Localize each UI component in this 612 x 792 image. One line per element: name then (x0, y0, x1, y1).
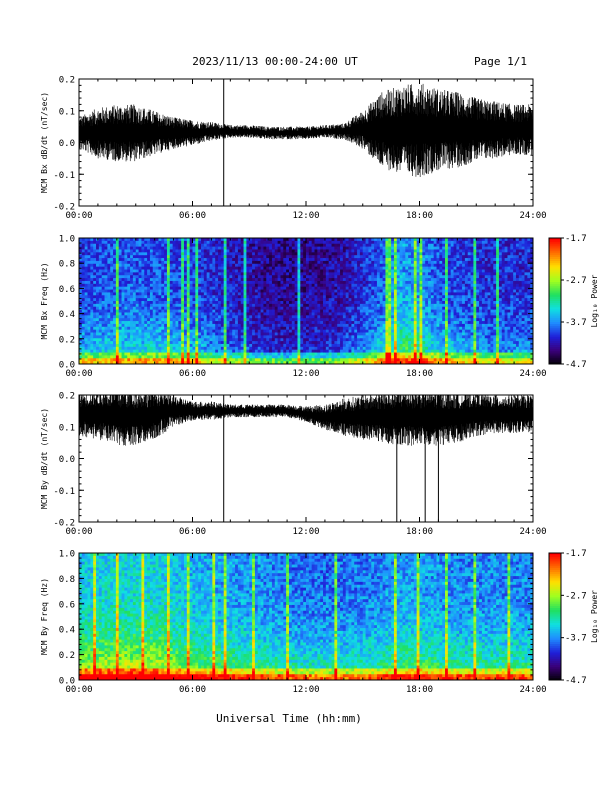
by-trace-ytick-label: 0.0 (59, 455, 75, 465)
page-indicator: Page 1/1 (474, 55, 527, 68)
bx-trace-ytick-label: -0.2 (53, 203, 75, 213)
by-spectrogram-ylabel: MCM By Freq (Hz) (40, 578, 49, 655)
by-trace-ylabel: MCM By dB/dt (nT/sec) (40, 408, 49, 509)
bx-trace-ytick-label: 0.2 (59, 76, 75, 86)
by-trace-xtick-label: 06:00 (179, 527, 206, 537)
by-spectrogram-xtick-label: 18:00 (406, 685, 433, 695)
by-trace-xtick-label: 18:00 (406, 527, 433, 537)
by-trace-series-line (78, 395, 534, 446)
bx-spectrogram-ytick-label: 0.8 (59, 260, 75, 270)
by-spectrogram-ytick-label: 1.0 (59, 550, 75, 560)
by-spectrogram-ytick-label: 0.6 (59, 600, 75, 610)
bx-spectrogram-colorbar-label: Log₁₀ Power (590, 274, 599, 327)
bx-spectrogram-axes: 1.0 0.8 0.6 0.4 0.2 0.000:00 06:00 12:00 18:00 24… (40, 235, 547, 380)
bx-spectrogram-colorbar: -1.7 -2.7 -3.7 -4.7 Log₁₀ Power (548, 234, 599, 370)
by-trace-ytick-label: -0.1 (53, 487, 75, 497)
bx-spectrogram-colorbar-tick-label: -3.7 (565, 318, 587, 328)
by-trace-xtick-label: 24:00 (519, 527, 546, 537)
bx-spectrogram-ytick-label: 0.4 (59, 310, 75, 320)
by-spectrogram-colorbar-tick-label: -1.7 (565, 549, 587, 559)
bx-trace-ytick-label: 0.1 (59, 107, 75, 117)
by-spectrogram-colorbar-frame (548, 552, 562, 681)
bx-trace-xtick-label: 18:00 (406, 211, 433, 221)
by-spectrogram-axes: 1.0 0.8 0.6 0.4 0.2 0.000:00 06:00 12:00 18:00 24… (40, 550, 547, 696)
by-trace-ytick-label: 0.1 (59, 423, 75, 433)
by-spectrogram-ytick-label: 0.0 (59, 677, 75, 687)
by-spectrogram-ytick-label: 0.8 (59, 575, 75, 585)
bx-spectrogram-xtick-label: 18:00 (406, 369, 433, 379)
by-trace-ytick-label: -0.2 (53, 519, 75, 529)
bx-spectrogram-colorbar-tick-label: -2.7 (565, 276, 587, 286)
bx-spectrogram-xtick-label: 00:00 (65, 369, 92, 379)
by-spectrogram-xtick-label: 12:00 (292, 685, 319, 695)
bx-spectrogram-ylabel: MCM Bx Freq (Hz) (40, 262, 49, 339)
by-spectrogram-colorbar-label: Log₁₀ Power (590, 590, 599, 643)
bx-trace-ytick-label: 0.0 (59, 139, 75, 149)
bx-trace-ytick-label: -0.1 (53, 171, 75, 181)
by-spectrogram-xtick-label: 00:00 (65, 685, 92, 695)
bx-trace-xtick-label: 06:00 (179, 211, 206, 221)
bx-spectrogram-xtick-label: 12:00 (292, 369, 319, 379)
by-trace-axes: 0.2 0.1 0.0 -0.1 -0.200:00 06:00 12:00 18:00 24:… (40, 392, 547, 538)
bx-spectrogram-colorbar-tick-label: -4.7 (565, 360, 587, 370)
by-spectrogram-colorbar-tick-label: -3.7 (565, 634, 587, 644)
bx-spectrogram-xtick-label: 24:00 (519, 369, 546, 379)
bx-trace-ylabel: MCM Bx dB/dt (nT/sec) (40, 92, 49, 193)
bx-spectrogram-ytick-label: 0.0 (59, 361, 75, 371)
by-spectrogram-colorbar: -1.7 -2.7 -3.7 -4.7 Log₁₀ Power (548, 549, 599, 686)
by-trace-xtick-label: 00:00 (65, 527, 92, 537)
bx-spectrogram-colorbar-tick-label: -1.7 (565, 234, 587, 244)
bx-spectrogram-ytick-label: 0.2 (59, 335, 75, 345)
by-spectrogram-xtick-label: 06:00 (179, 685, 206, 695)
bx-trace-axes: 0.2 0.1 0.0 -0.1 -0.200:00 06:00 12:00 18:00 24:… (40, 76, 547, 222)
bx-spectrogram-ytick-label: 0.6 (59, 285, 75, 295)
bx-trace-xtick-label: 12:00 (292, 211, 319, 221)
by-spectrogram-ytick-label: 0.4 (59, 626, 75, 636)
bx-spectrogram-colorbar-frame (548, 237, 562, 365)
bx-spectrogram-ytick-label: 1.0 (59, 235, 75, 245)
by-spectrogram-xtick-label: 24:00 (519, 685, 546, 695)
bx-spectrogram-xtick-label: 06:00 (179, 369, 206, 379)
bx-trace-xtick-label: 00:00 (65, 211, 92, 221)
by-spectrogram-colorbar-tick-label: -2.7 (565, 591, 587, 601)
by-spectrogram-colorbar-tick-label: -4.7 (565, 676, 587, 686)
by-spectrogram-ytick-label: 0.2 (59, 651, 75, 661)
figure-title: 2023/11/13 00:00-24:00 UT (192, 55, 358, 68)
bx-trace-series-line (78, 83, 534, 178)
x-axis-label: Universal Time (hh:mm) (216, 712, 362, 725)
by-trace-xtick-label: 12:00 (292, 527, 319, 537)
bx-trace-xtick-label: 24:00 (519, 211, 546, 221)
by-spectrogram-cells (79, 553, 534, 681)
by-trace-ytick-label: 0.2 (59, 392, 75, 402)
bx-spectrogram-cells (79, 238, 534, 365)
